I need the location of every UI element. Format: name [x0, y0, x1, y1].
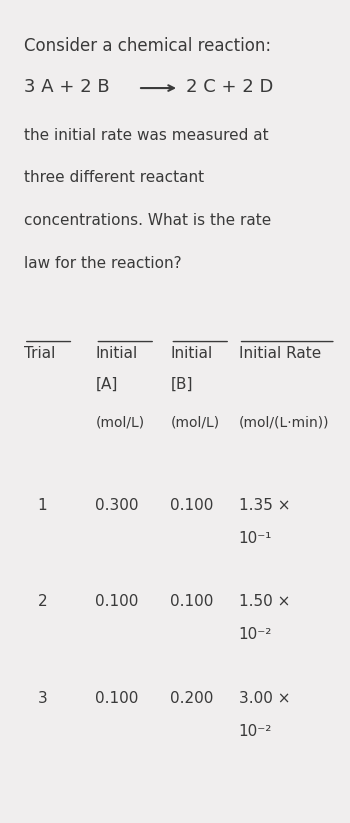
Text: Consider a chemical reaction:: Consider a chemical reaction: [24, 37, 271, 55]
Text: 10⁻²: 10⁻² [239, 724, 272, 739]
Text: 0.200: 0.200 [170, 691, 214, 706]
Text: Initial Rate: Initial Rate [239, 346, 321, 360]
Text: 0.100: 0.100 [96, 594, 139, 609]
Text: 2: 2 [37, 594, 47, 609]
Text: concentrations. What is the rate: concentrations. What is the rate [24, 213, 271, 228]
Text: (mol/L): (mol/L) [170, 416, 219, 430]
Text: 0.300: 0.300 [96, 498, 139, 513]
Text: 10⁻¹: 10⁻¹ [239, 531, 272, 546]
Text: 3 A + 2 B: 3 A + 2 B [24, 78, 110, 96]
Text: 0.100: 0.100 [170, 594, 214, 609]
Text: Initial: Initial [96, 346, 138, 360]
Text: (mol/(L·min)): (mol/(L·min)) [239, 416, 329, 430]
Text: (mol/L): (mol/L) [96, 416, 145, 430]
Text: Initial: Initial [170, 346, 213, 360]
Text: 10⁻²: 10⁻² [239, 627, 272, 642]
Text: 3.00 ×: 3.00 × [239, 691, 290, 706]
Text: 0.100: 0.100 [170, 498, 214, 513]
Text: Trial: Trial [24, 346, 55, 360]
Text: 2 C + 2 D: 2 C + 2 D [186, 78, 273, 96]
Text: 1: 1 [37, 498, 47, 513]
Text: 3: 3 [37, 691, 47, 706]
Text: 1.50 ×: 1.50 × [239, 594, 290, 609]
Text: the initial rate was measured at: the initial rate was measured at [24, 128, 268, 142]
Text: [A]: [A] [96, 377, 118, 392]
Text: law for the reaction?: law for the reaction? [24, 256, 182, 271]
Text: three different reactant: three different reactant [24, 170, 204, 185]
Text: 0.100: 0.100 [96, 691, 139, 706]
Text: 1.35 ×: 1.35 × [239, 498, 290, 513]
Text: [B]: [B] [170, 377, 193, 392]
